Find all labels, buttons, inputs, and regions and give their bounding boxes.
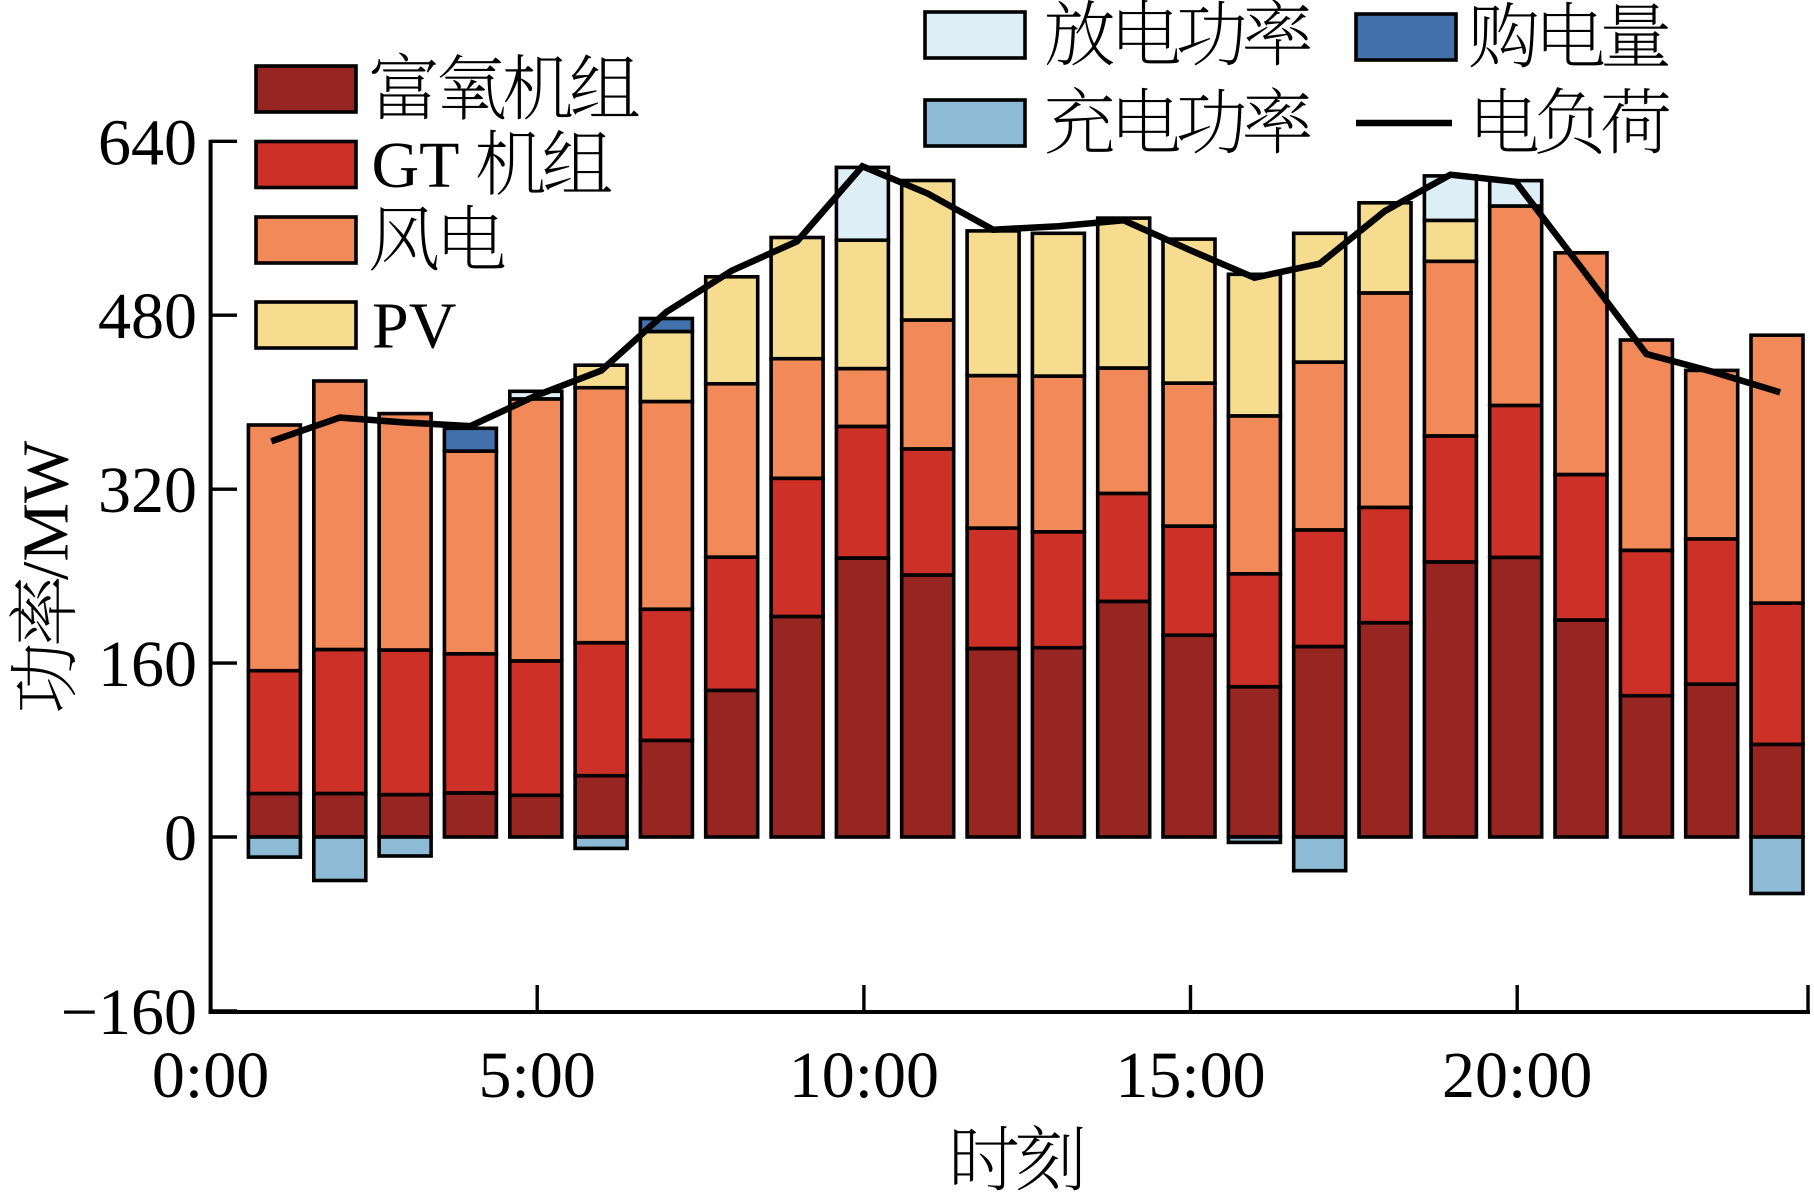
svg-text:PV: PV [372, 290, 456, 363]
svg-text:GT: GT [372, 129, 460, 202]
svg-text:160: 160 [98, 628, 197, 701]
svg-text:10:00: 10:00 [789, 1039, 939, 1112]
svg-text:480: 480 [98, 280, 197, 353]
svg-text:0:00: 0:00 [152, 1039, 269, 1112]
svg-text:320: 320 [98, 454, 197, 527]
svg-text:15:00: 15:00 [1115, 1039, 1265, 1112]
svg-text:−160: −160 [61, 976, 197, 1049]
svg-text:0: 0 [164, 802, 197, 875]
svg-text:20:00: 20:00 [1442, 1039, 1592, 1112]
svg-text:/MW: /MW [10, 440, 83, 580]
svg-text:640: 640 [98, 106, 197, 179]
svg-text:5:00: 5:00 [479, 1039, 596, 1112]
